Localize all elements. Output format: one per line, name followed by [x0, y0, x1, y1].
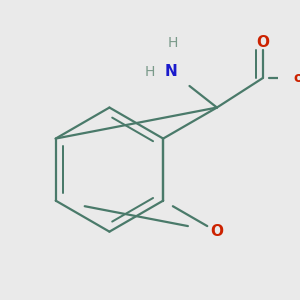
Text: H: H: [168, 36, 178, 50]
Text: H: H: [145, 64, 155, 79]
Text: N: N: [165, 64, 178, 79]
Text: O: O: [210, 224, 224, 239]
Text: O: O: [256, 35, 269, 50]
Text: o: o: [294, 71, 300, 85]
